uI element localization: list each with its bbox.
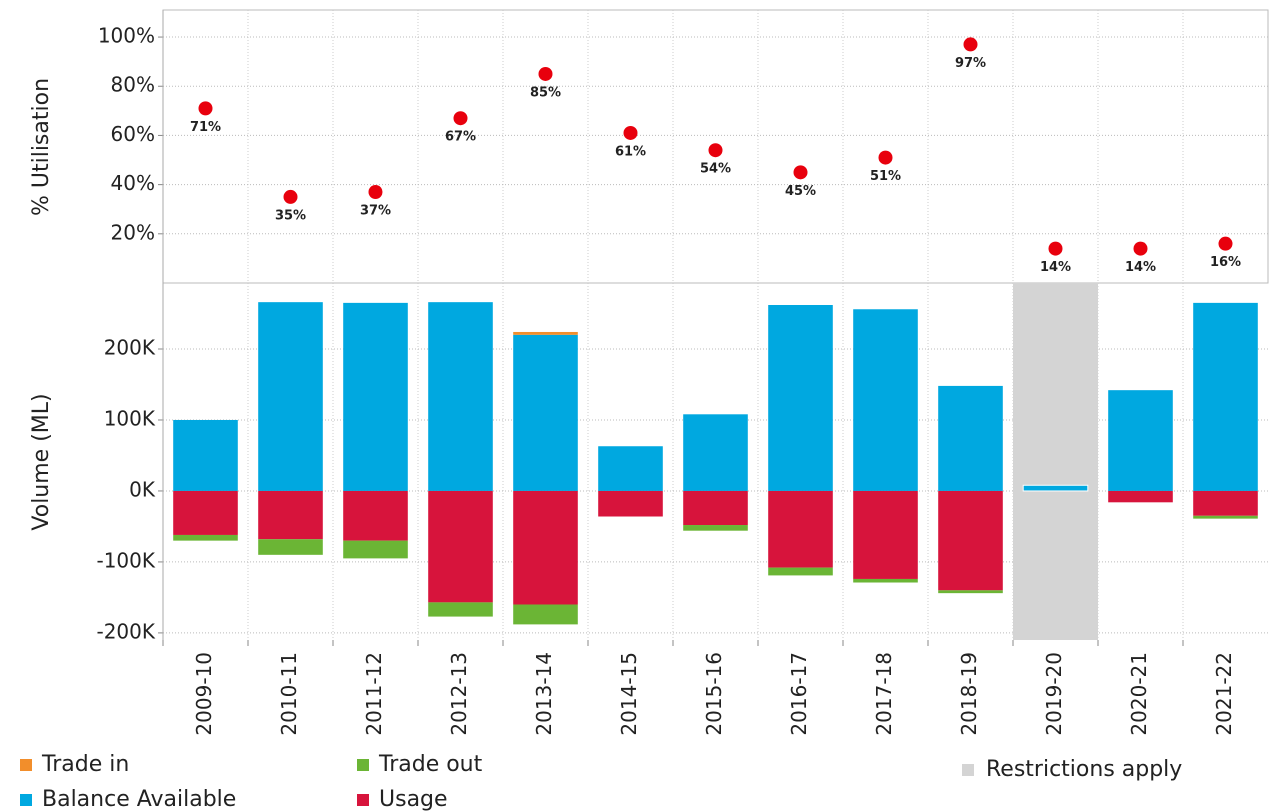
data-label: 37% xyxy=(360,204,391,219)
utilisation-dot xyxy=(283,189,298,204)
bar-segment xyxy=(428,602,493,617)
utilisation-dot xyxy=(1218,236,1233,251)
data-label: 14% xyxy=(1040,260,1071,275)
x-tick-label: 2011-12 xyxy=(362,652,386,736)
bar-segment xyxy=(938,385,1003,491)
utilisation-dot xyxy=(1048,241,1063,256)
y-tick-label: 100% xyxy=(98,24,155,48)
x-tick-label: 2010-11 xyxy=(277,652,301,736)
utilisation-dot xyxy=(878,150,893,165)
utilisation-dot xyxy=(708,143,723,158)
data-label: 35% xyxy=(275,208,306,223)
bar-segment xyxy=(768,305,833,491)
utilisation-dot xyxy=(198,101,213,116)
legend-label: Balance Available xyxy=(42,787,236,812)
bar-segment xyxy=(1193,515,1258,519)
legend-swatch xyxy=(357,759,369,771)
bar-segment xyxy=(1022,484,1089,492)
data-label: 97% xyxy=(955,56,986,71)
legend-swatch xyxy=(20,759,32,771)
x-tick-label: 2012-13 xyxy=(447,652,471,736)
bar-segment xyxy=(853,578,918,583)
x-tick-label: 2013-14 xyxy=(532,652,556,736)
x-tick-label: 2019-20 xyxy=(1042,652,1066,736)
x-tick-label: 2016-17 xyxy=(787,652,811,736)
bar-segment xyxy=(513,334,578,491)
bar-segment xyxy=(343,302,408,491)
y-tick-label: 60% xyxy=(111,122,155,146)
bar-segment xyxy=(513,331,578,335)
bar-segment xyxy=(768,567,833,576)
utilisation-dot xyxy=(793,165,808,180)
bar-segment xyxy=(683,525,748,531)
bar-segment xyxy=(938,490,1003,591)
bar-segment xyxy=(173,490,238,535)
utilisation-dot xyxy=(368,185,383,199)
y-tick-label: 40% xyxy=(111,171,155,195)
data-label: 85% xyxy=(530,85,561,100)
data-label: 67% xyxy=(445,130,476,145)
y-axis-title: Volume (ML) xyxy=(29,393,54,530)
x-tick-label: 2020-21 xyxy=(1127,652,1151,736)
utilisation-dot xyxy=(623,125,638,140)
utilisation-dot xyxy=(963,37,978,52)
data-label: 14% xyxy=(1125,260,1156,275)
y-tick-label: 20% xyxy=(111,220,155,244)
bar-segment xyxy=(598,446,663,491)
bar-segment xyxy=(938,590,1003,594)
bar-segment xyxy=(428,490,493,603)
data-label: 61% xyxy=(615,144,646,159)
bar-segment xyxy=(343,540,408,559)
legend-swatch xyxy=(962,764,974,776)
data-label: 45% xyxy=(785,184,816,199)
legend-label: Restrictions apply xyxy=(986,757,1182,782)
bar-segment xyxy=(1108,490,1173,503)
utilisation-dot xyxy=(538,66,553,81)
utilisation-dot xyxy=(1133,241,1148,256)
y-axis-title: % Utilisation xyxy=(29,78,54,216)
y-tick-label: -100K xyxy=(96,548,155,572)
x-tick-label: 2014-15 xyxy=(617,652,641,736)
data-label: 71% xyxy=(190,120,221,135)
y-tick-label: 80% xyxy=(111,73,155,97)
data-label: 54% xyxy=(700,162,731,177)
x-tick-label: 2018-19 xyxy=(957,652,981,736)
x-tick-label: 2017-18 xyxy=(872,652,896,736)
bar-segment xyxy=(1108,390,1173,491)
bar-segment xyxy=(428,302,493,491)
bar-segment xyxy=(258,539,323,555)
legend-label: Trade in xyxy=(41,752,129,777)
bar-segment xyxy=(173,419,238,491)
y-tick-label: 0K xyxy=(129,477,156,501)
bar-segment xyxy=(598,490,663,517)
legend-label: Usage xyxy=(379,787,448,812)
bar-segment xyxy=(1193,490,1258,516)
bar-segment xyxy=(853,490,918,579)
data-label: 16% xyxy=(1210,255,1241,270)
bar-segment xyxy=(513,604,578,625)
bar-segment xyxy=(258,490,323,540)
legend-label: Trade out xyxy=(378,752,483,777)
bar-segment xyxy=(173,534,238,541)
bar-segment xyxy=(768,490,833,568)
x-tick-label: 2015-16 xyxy=(702,652,726,736)
y-tick-label: 200K xyxy=(104,336,156,360)
bar-segment xyxy=(513,490,578,605)
legend-swatch xyxy=(20,794,32,806)
bar-segment xyxy=(853,309,918,491)
y-tick-label: -200K xyxy=(96,619,155,643)
x-tick-label: 2021-22 xyxy=(1212,652,1236,736)
y-tick-label: 100K xyxy=(104,406,156,430)
x-tick-label: 2009-10 xyxy=(192,652,216,736)
bar-segment xyxy=(683,490,748,526)
restriction-band xyxy=(1013,283,1098,640)
bar-segment xyxy=(343,490,408,541)
bar-segment xyxy=(683,414,748,491)
data-label: 51% xyxy=(870,169,901,184)
bar-segment xyxy=(258,302,323,491)
bar-segment xyxy=(1193,302,1258,491)
legend-swatch xyxy=(357,794,369,806)
utilisation-dot xyxy=(453,111,468,126)
